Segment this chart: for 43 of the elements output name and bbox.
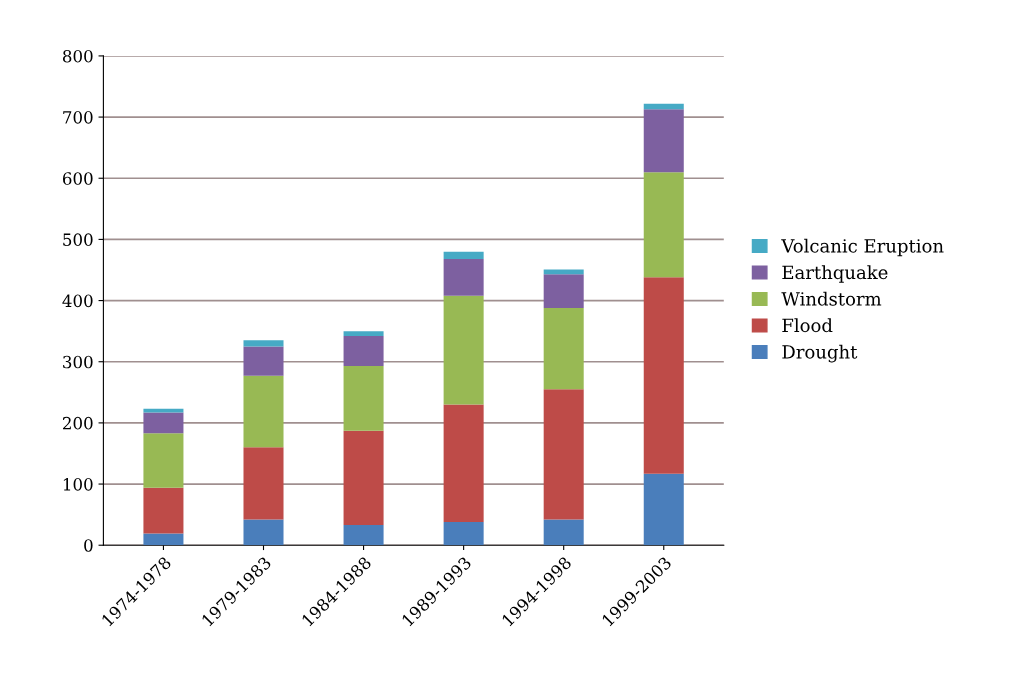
y-tick-label: 400 xyxy=(62,294,93,308)
legend-label: Windstorm xyxy=(781,291,882,306)
bar xyxy=(243,340,284,347)
bar xyxy=(543,519,584,546)
y-tick-label: 0 xyxy=(84,539,93,552)
bar xyxy=(643,172,684,278)
y-tick-label: 500 xyxy=(63,233,93,246)
y-tick-label: 100 xyxy=(63,478,93,491)
bar xyxy=(143,487,184,534)
y-tick-label: 700 xyxy=(63,111,93,124)
bar xyxy=(443,521,484,546)
legend-label: Volcanic Eruption xyxy=(781,238,944,257)
bar xyxy=(143,412,184,434)
bar xyxy=(443,258,484,296)
y-tick-label: 800 xyxy=(62,49,93,63)
bar xyxy=(543,389,584,520)
bar xyxy=(143,433,184,488)
bar xyxy=(243,447,284,520)
bar xyxy=(643,277,684,474)
bar xyxy=(343,525,384,546)
bar xyxy=(443,404,484,522)
bar xyxy=(243,346,284,376)
bar xyxy=(343,430,384,526)
legend-label: Earthquake xyxy=(782,265,888,283)
bar xyxy=(443,295,484,405)
bar xyxy=(343,331,384,337)
bar xyxy=(243,375,284,448)
legend-label: Flood xyxy=(782,318,833,333)
bar xyxy=(343,336,384,367)
legend-label: Drought xyxy=(782,344,858,363)
bar xyxy=(643,473,684,546)
bar xyxy=(143,533,184,546)
bar xyxy=(643,103,684,110)
y-tick-label: 600 xyxy=(62,172,93,185)
bar xyxy=(543,269,584,275)
bar xyxy=(643,109,684,173)
y-tick-label: 200 xyxy=(63,416,93,430)
bar xyxy=(243,519,284,546)
bar xyxy=(543,274,584,308)
bar xyxy=(443,251,484,259)
y-tick-label: 300 xyxy=(63,355,93,369)
bar xyxy=(343,366,384,431)
bar xyxy=(543,307,584,390)
